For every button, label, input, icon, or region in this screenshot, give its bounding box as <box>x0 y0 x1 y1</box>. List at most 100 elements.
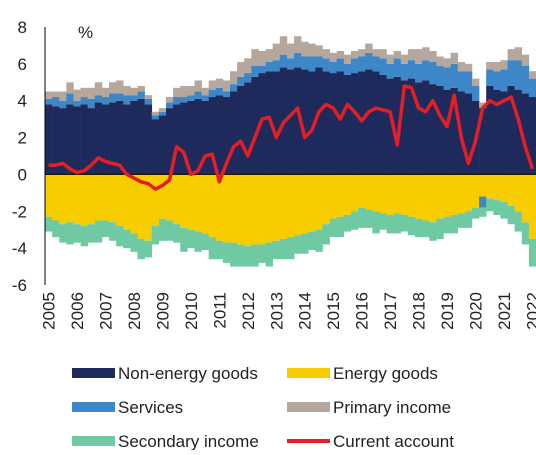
bar <box>464 211 473 228</box>
bar <box>215 95 224 175</box>
bar <box>358 56 366 72</box>
bar <box>230 71 238 85</box>
bar <box>87 174 96 225</box>
legend-swatch <box>287 402 330 412</box>
bar <box>464 93 473 175</box>
bar <box>393 58 402 77</box>
bar <box>279 36 288 55</box>
bar <box>407 78 416 175</box>
bar <box>258 65 266 74</box>
line <box>48 84 535 191</box>
bar <box>322 174 330 225</box>
bar <box>59 108 67 175</box>
bar <box>87 224 96 243</box>
bar <box>94 82 103 96</box>
bar <box>372 56 380 72</box>
bar <box>73 89 81 101</box>
bar <box>116 80 124 94</box>
y-tick-label: -2 <box>12 202 27 221</box>
bar <box>294 174 302 236</box>
bar <box>151 174 160 227</box>
bar <box>101 97 110 105</box>
bar <box>165 97 174 103</box>
x-tick-label: 2012 <box>239 292 258 330</box>
bar <box>322 58 330 72</box>
bar <box>180 174 188 228</box>
bar <box>180 85 188 98</box>
y-unit-label: % <box>78 23 93 42</box>
bar <box>80 87 88 98</box>
y-tick-label: 2 <box>18 129 27 148</box>
bar <box>479 174 487 197</box>
bar <box>443 216 451 234</box>
bar <box>123 174 131 230</box>
bar <box>144 104 153 175</box>
bar <box>486 69 494 86</box>
bar <box>265 174 274 243</box>
bar <box>308 71 316 175</box>
bar <box>73 174 81 225</box>
bar <box>244 58 252 74</box>
bar <box>101 87 110 98</box>
x-tick-label: 2014 <box>296 292 315 330</box>
bar <box>180 227 188 252</box>
bar <box>158 174 167 219</box>
bar <box>415 218 423 238</box>
bar <box>471 85 480 101</box>
bar <box>272 43 281 61</box>
bar <box>443 58 451 68</box>
bar <box>165 102 174 109</box>
legend-label: Secondary income <box>118 432 259 450</box>
bar <box>94 174 103 221</box>
bar <box>258 174 266 245</box>
bar <box>393 174 402 214</box>
bar <box>173 224 181 243</box>
bar <box>500 174 508 203</box>
bar <box>407 60 416 79</box>
bar <box>230 84 238 92</box>
bar <box>194 91 202 99</box>
x-tick-label: 2021 <box>495 292 514 330</box>
bar <box>45 91 53 99</box>
bar <box>329 218 338 238</box>
legend-label: Primary income <box>333 398 451 417</box>
bar <box>379 58 387 75</box>
bar <box>386 63 394 79</box>
bar <box>336 71 345 175</box>
bar <box>279 54 288 68</box>
bar <box>301 233 309 254</box>
bar <box>301 56 309 70</box>
bar <box>315 67 323 175</box>
y-tick-label: 6 <box>18 55 27 74</box>
bar <box>400 63 409 81</box>
bar <box>322 49 330 59</box>
bar <box>343 54 352 64</box>
bar <box>137 174 145 239</box>
bar <box>479 207 487 217</box>
bar <box>208 174 217 238</box>
bar <box>415 49 423 64</box>
bar <box>116 226 124 247</box>
bar <box>407 49 416 61</box>
bar <box>194 231 202 252</box>
legend-swatch <box>72 368 115 378</box>
x-tick-label: 2016 <box>353 292 372 330</box>
bar <box>165 174 174 221</box>
bar <box>130 95 138 101</box>
bar <box>450 63 459 88</box>
bar <box>101 174 110 221</box>
bar <box>521 54 530 66</box>
bar <box>486 62 494 70</box>
x-tick-label: 2013 <box>267 292 286 330</box>
bar <box>429 50 437 63</box>
bar <box>329 52 338 63</box>
bar <box>294 52 302 68</box>
bar <box>66 222 74 245</box>
bar <box>258 73 266 175</box>
bar <box>486 174 494 199</box>
bar <box>514 60 523 90</box>
bar <box>407 216 416 236</box>
bar <box>429 222 437 241</box>
bar <box>80 174 88 227</box>
